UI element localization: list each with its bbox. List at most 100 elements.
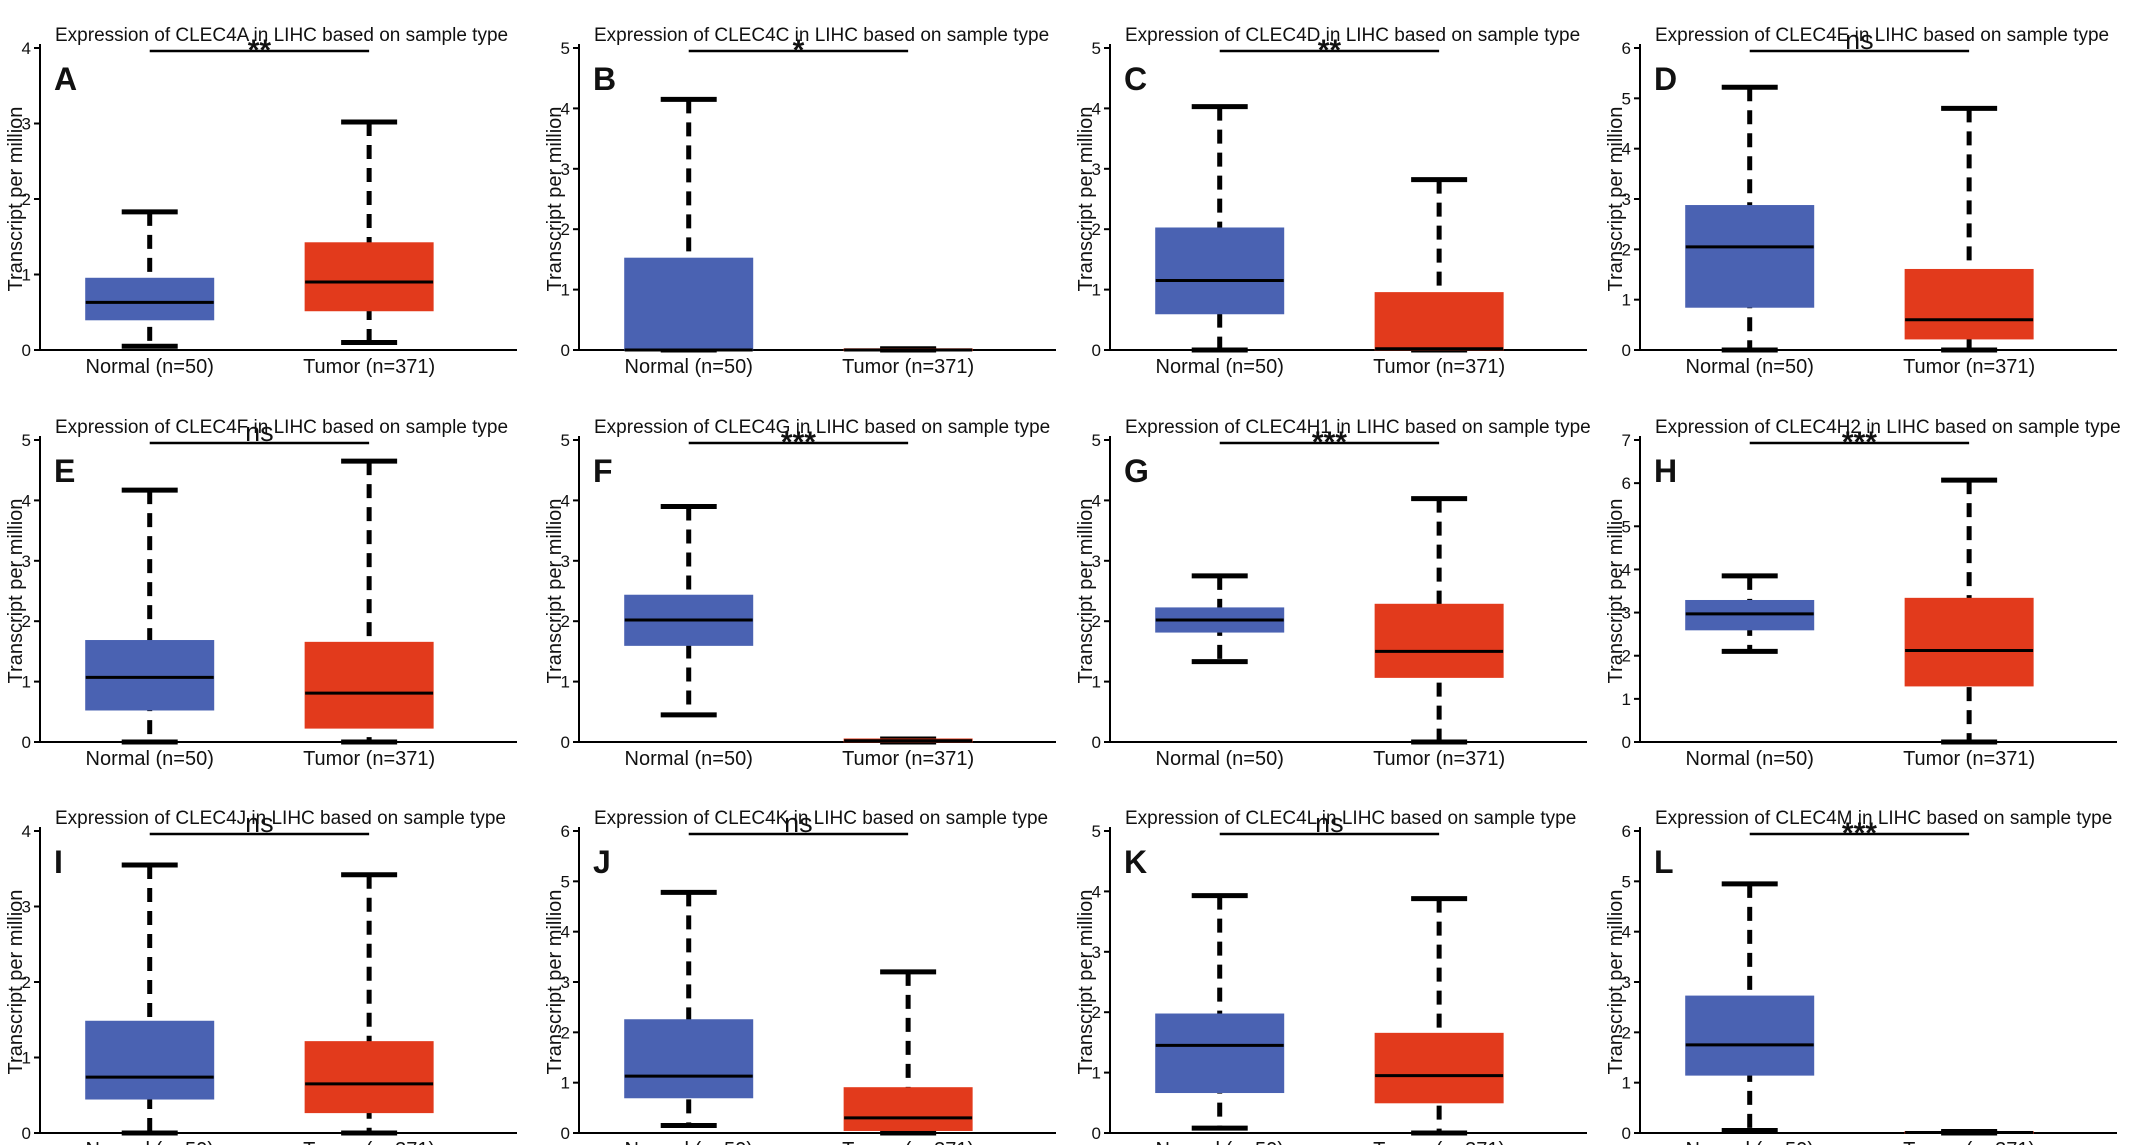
- y-tick-label: 3: [1092, 552, 1101, 571]
- x-group-label: Normal (n=50): [86, 748, 214, 770]
- y-tick-label: 3: [1622, 973, 1631, 992]
- x-group-label: Tumor (n=371): [1373, 356, 1505, 378]
- chart-title: Expression of CLEC4L in LIHC based on sa…: [1125, 808, 1576, 829]
- y-tick-label: 2: [1622, 1023, 1631, 1042]
- y-tick-label: 3: [22, 898, 31, 917]
- y-tick-label: 6: [561, 822, 570, 841]
- y-tick-label: 3: [1092, 160, 1101, 179]
- significance-label: ns: [1315, 808, 1344, 838]
- box-normal: Normal (n=50): [1155, 573, 1285, 770]
- y-tick-label: 5: [561, 872, 570, 891]
- box-tumor: Tumor (n=371): [1903, 477, 2035, 770]
- panel-letter: G: [1124, 453, 1149, 489]
- panel-b: Expression of CLEC4C in LIHC based on sa…: [544, 25, 1056, 378]
- y-tick-label: 0: [561, 733, 570, 752]
- y-tick-label: 4: [22, 39, 31, 58]
- y-tick-label: 0: [561, 341, 570, 360]
- significance-label: **: [1318, 34, 1342, 67]
- x-group-label: Tumor (n=371): [1373, 1139, 1505, 1145]
- panel-letter: B: [593, 61, 616, 97]
- chart-title: Expression of CLEC4E in LIHC based on sa…: [1655, 25, 2109, 46]
- y-tick-label: 1: [22, 1049, 31, 1068]
- y-axis-label: Transcript per million: [1605, 890, 1627, 1075]
- significance-label: **: [248, 34, 272, 67]
- y-tick-label: 0: [1092, 341, 1101, 360]
- y-tick-label: 5: [22, 431, 31, 450]
- y-tick-label: 6: [1622, 474, 1631, 493]
- chart-title: Expression of CLEC4J in LIHC based on sa…: [55, 808, 506, 829]
- significance-label: ns: [245, 808, 274, 838]
- significance-label: ***: [1842, 426, 1877, 459]
- y-axis-label: Transcript per million: [5, 499, 27, 684]
- x-group-label: Tumor (n=371): [1903, 748, 2035, 770]
- y-tick-label: 4: [1092, 99, 1101, 118]
- y-tick-label: 5: [561, 39, 570, 58]
- y-tick-label: 4: [22, 822, 31, 841]
- iqr-box: [624, 257, 754, 351]
- box-normal: Normal (n=50): [624, 96, 754, 378]
- box-normal: Normal (n=50): [1685, 84, 1815, 378]
- significance-label: ***: [1312, 426, 1347, 459]
- y-tick-label: 1: [561, 673, 570, 692]
- y-tick-label: 1: [561, 1074, 570, 1093]
- panel-k: Expression of CLEC4L in LIHC based on sa…: [1075, 808, 1587, 1145]
- y-tick-label: 1: [1622, 1074, 1631, 1093]
- panel-g: Expression of CLEC4H1 in LIHC based on s…: [1075, 417, 1591, 770]
- box-normal: Normal (n=50): [85, 209, 215, 378]
- chart-title: Expression of CLEC4A in LIHC based on sa…: [55, 25, 508, 46]
- significance-label: ***: [781, 426, 816, 459]
- iqr-box: [1374, 1032, 1504, 1104]
- iqr-box: [85, 640, 215, 711]
- box-normal: Normal (n=50): [1155, 893, 1285, 1145]
- box-tumor: Tumor (n=371): [303, 872, 435, 1145]
- x-group-label: Normal (n=50): [1156, 1139, 1284, 1145]
- panel-letter: J: [593, 844, 611, 880]
- y-tick-label: 0: [1092, 733, 1101, 752]
- box-tumor: Tumor (n=371): [303, 458, 435, 770]
- y-axis-label: Transcript per million: [1075, 107, 1097, 292]
- y-tick-label: 5: [561, 431, 570, 450]
- y-axis-label: Transcript per million: [1605, 499, 1627, 684]
- x-group-label: Normal (n=50): [1156, 356, 1284, 378]
- y-tick-label: 3: [1622, 190, 1631, 209]
- y-tick-label: 5: [1092, 822, 1101, 841]
- iqr-box: [1904, 597, 2034, 687]
- y-tick-label: 0: [22, 341, 31, 360]
- panel-f: Expression of CLEC4G in LIHC based on sa…: [544, 417, 1056, 770]
- y-axis-label: Transcript per million: [1605, 107, 1627, 292]
- box-tumor: Tumor (n=371): [842, 969, 974, 1145]
- y-tick-label: 3: [1622, 604, 1631, 623]
- x-group-label: Normal (n=50): [625, 748, 753, 770]
- y-tick-label: 1: [1622, 690, 1631, 709]
- panel-j: Expression of CLEC4K in LIHC based on sa…: [544, 808, 1056, 1145]
- panel-d: Expression of CLEC4E in LIHC based on sa…: [1605, 25, 2117, 378]
- y-tick-label: 1: [1092, 673, 1101, 692]
- y-tick-label: 4: [1622, 923, 1631, 942]
- chart-title: Expression of CLEC4H2 in LIHC based on s…: [1655, 417, 2121, 438]
- y-tick-label: 3: [561, 973, 570, 992]
- box-normal: Normal (n=50): [624, 503, 754, 770]
- chart-title: Expression of CLEC4K in LIHC based on sa…: [594, 808, 1048, 829]
- box-tumor: Tumor (n=371): [1903, 105, 2035, 378]
- panel-a: Expression of CLEC4A in LIHC based on sa…: [5, 25, 517, 378]
- iqr-box: [85, 277, 215, 321]
- x-group-label: Tumor (n=371): [1373, 748, 1505, 770]
- iqr-box: [1685, 205, 1815, 308]
- x-group-label: Normal (n=50): [625, 356, 753, 378]
- y-tick-label: 6: [1622, 39, 1631, 58]
- y-tick-label: 3: [22, 115, 31, 134]
- y-tick-label: 3: [22, 552, 31, 571]
- box-tumor: Tumor (n=371): [1373, 496, 1505, 770]
- box-tumor: Tumor (n=371): [1903, 1128, 2035, 1145]
- y-tick-label: 1: [1092, 1064, 1101, 1083]
- y-tick-label: 4: [561, 491, 570, 510]
- panel-c: Expression of CLEC4D in LIHC based on sa…: [1075, 25, 1587, 378]
- chart-title: Expression of CLEC4G in LIHC based on sa…: [594, 417, 1050, 438]
- y-tick-label: 2: [1092, 1003, 1101, 1022]
- y-tick-label: 0: [1622, 733, 1631, 752]
- panel-letter: K: [1124, 844, 1147, 880]
- box-normal: Normal (n=50): [624, 889, 754, 1145]
- y-tick-label: 2: [561, 1023, 570, 1042]
- iqr-box: [304, 641, 434, 729]
